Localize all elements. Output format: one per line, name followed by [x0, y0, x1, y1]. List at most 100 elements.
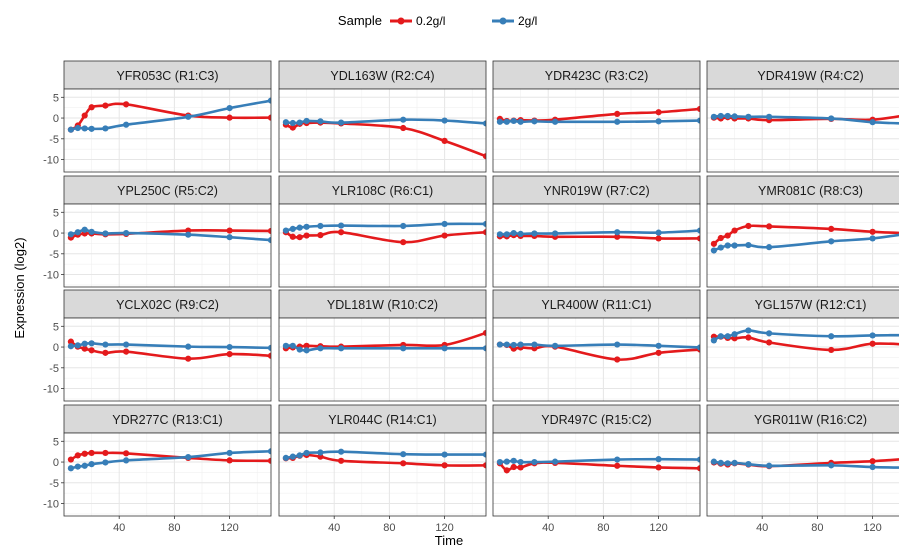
data-point	[745, 334, 751, 340]
data-point	[123, 457, 129, 463]
data-point	[102, 350, 108, 356]
y-tick-label: -5	[49, 478, 59, 490]
data-point	[297, 120, 303, 126]
data-point	[89, 104, 95, 110]
data-point	[766, 330, 772, 336]
data-point	[317, 345, 323, 351]
facet-title: YDR419W (R4:C2)	[757, 69, 863, 83]
data-point	[75, 464, 81, 470]
data-point	[442, 232, 448, 238]
x-tick-label: 80	[811, 522, 823, 534]
facet-title: YNR019W (R7:C2)	[543, 184, 649, 198]
facet-panel: YDR277C (R13:C1) 5 0 -5 -10 40 80 120	[43, 405, 274, 534]
data-point	[68, 456, 74, 462]
data-point	[75, 125, 81, 131]
data-point	[828, 347, 834, 353]
data-point	[82, 227, 88, 233]
data-point	[102, 341, 108, 347]
data-point	[511, 464, 517, 470]
data-point	[531, 341, 537, 347]
data-point	[89, 347, 95, 353]
data-point	[68, 343, 74, 349]
facet-title: YGR011W (R16:C2)	[754, 413, 867, 427]
data-point	[442, 462, 448, 468]
data-point	[725, 242, 731, 248]
legend-entry: 2g/l	[492, 14, 537, 28]
data-point	[504, 459, 510, 465]
data-point	[75, 452, 81, 458]
data-point	[102, 450, 108, 456]
data-point	[123, 230, 129, 236]
facet-title: YDR423C (R3:C2)	[545, 69, 649, 83]
data-point	[123, 101, 129, 107]
data-point	[766, 244, 772, 250]
data-point	[123, 341, 129, 347]
data-point	[828, 226, 834, 232]
data-point	[745, 461, 751, 467]
data-point	[870, 332, 876, 338]
data-point	[227, 457, 233, 463]
legend-label: 2g/l	[518, 14, 537, 28]
data-point	[297, 452, 303, 458]
data-point	[102, 125, 108, 131]
data-point	[227, 351, 233, 357]
data-point	[102, 103, 108, 109]
data-point	[828, 238, 834, 244]
series-line	[500, 121, 700, 122]
y-tick-label: 0	[53, 342, 59, 354]
data-point	[711, 114, 717, 120]
data-point	[725, 113, 731, 119]
data-point	[870, 458, 876, 464]
data-point	[511, 342, 517, 348]
data-point	[442, 117, 448, 123]
data-point	[227, 115, 233, 121]
facet-panel: YLR108C (R6:C1)	[279, 176, 489, 287]
data-point	[304, 232, 310, 238]
x-tick-label: 120	[220, 522, 238, 534]
data-point	[317, 449, 323, 455]
facet-title: YFR053C (R1:C3)	[116, 69, 218, 83]
data-point	[290, 226, 296, 232]
data-point	[504, 467, 510, 473]
data-point	[317, 223, 323, 229]
data-point	[745, 114, 751, 120]
data-point	[504, 119, 510, 125]
data-point	[531, 230, 537, 236]
data-point	[718, 333, 724, 339]
facet-panel: YCLX02C (R9:C2)50-5-10	[43, 290, 274, 401]
y-tick-label: -5	[49, 249, 59, 261]
y-tick-label: 5	[53, 321, 59, 333]
data-point	[497, 341, 503, 347]
x-tick-label: 80	[597, 522, 609, 534]
data-point	[185, 232, 191, 238]
data-point	[283, 119, 289, 125]
data-point	[290, 454, 296, 460]
data-point	[304, 347, 310, 353]
legend-point	[398, 18, 405, 25]
data-point	[614, 229, 620, 235]
facet-panel: YGL157W (R12:C1)	[707, 290, 899, 401]
legend-label: 0.2g/l	[416, 14, 445, 28]
facet-panel: YGR011W (R16:C2)40 80 120	[707, 405, 899, 534]
data-point	[656, 343, 662, 349]
data-point	[870, 464, 876, 470]
data-point	[552, 343, 558, 349]
data-point	[338, 222, 344, 228]
data-point	[400, 460, 406, 466]
data-point	[442, 138, 448, 144]
data-point	[732, 242, 738, 248]
data-point	[870, 341, 876, 347]
data-point	[656, 350, 662, 356]
data-point	[400, 223, 406, 229]
x-axis-label: Time	[435, 533, 463, 548]
facet-title: YLR108C (R6:C1)	[332, 184, 433, 198]
data-point	[297, 225, 303, 231]
data-point	[614, 119, 620, 125]
data-point	[304, 450, 310, 456]
data-point	[711, 241, 717, 247]
data-point	[614, 341, 620, 347]
data-point	[185, 356, 191, 362]
facet-panel: YDR419W (R4:C2)	[707, 61, 899, 172]
data-point	[766, 114, 772, 120]
